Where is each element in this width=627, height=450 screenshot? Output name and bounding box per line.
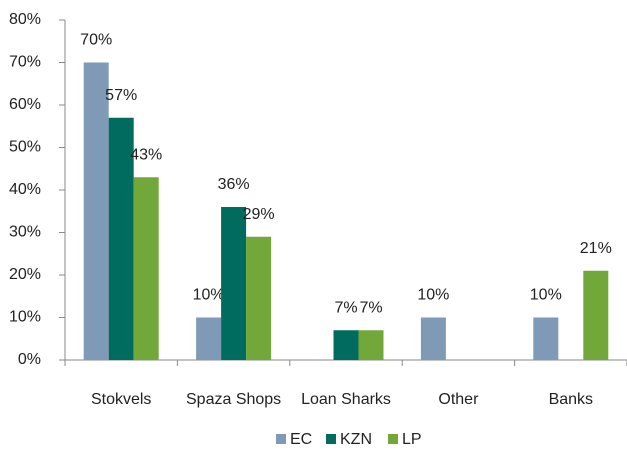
legend-label: EC <box>290 431 312 448</box>
x-tick-label: Spaza Shops <box>186 391 281 408</box>
y-tick-label: 20% <box>9 266 41 283</box>
bar <box>358 330 384 360</box>
bar <box>420 317 446 360</box>
y-tick-label: 40% <box>9 181 41 198</box>
y-tick-label: 30% <box>9 224 41 241</box>
bar <box>583 270 609 360</box>
bar <box>83 62 109 360</box>
bar <box>221 207 247 360</box>
x-tick-label: Banks <box>549 391 593 408</box>
data-label: 29% <box>243 206 275 223</box>
x-tick-label: Loan Sharks <box>301 391 391 408</box>
data-label: 36% <box>218 176 250 193</box>
data-label: 7% <box>334 299 357 316</box>
data-label: 21% <box>580 240 612 257</box>
legend-swatch <box>388 434 398 444</box>
data-label: 70% <box>80 32 112 49</box>
bar <box>133 177 159 360</box>
legend-label: KZN <box>340 431 372 448</box>
bar <box>196 317 222 360</box>
data-label: 10% <box>530 287 562 304</box>
y-tick-label: 10% <box>9 309 41 326</box>
data-label: 43% <box>130 146 162 163</box>
y-tick-label: 80% <box>9 11 41 28</box>
y-tick-label: 0% <box>18 351 41 368</box>
data-label: 10% <box>417 287 449 304</box>
bar <box>108 117 134 360</box>
x-tick-label: Other <box>438 391 479 408</box>
y-tick-label: 50% <box>9 139 41 156</box>
y-tick-label: 60% <box>9 96 41 113</box>
data-label: 57% <box>105 87 137 104</box>
legend-swatch <box>276 434 286 444</box>
data-label: 7% <box>359 299 382 316</box>
x-tick-label: Stokvels <box>91 391 151 408</box>
data-label: 10% <box>193 287 225 304</box>
y-tick-label: 70% <box>9 54 41 71</box>
bar <box>533 317 559 360</box>
bar <box>333 330 359 360</box>
bar <box>246 236 272 360</box>
legend-label: LP <box>402 431 422 448</box>
legend-swatch <box>326 434 336 444</box>
